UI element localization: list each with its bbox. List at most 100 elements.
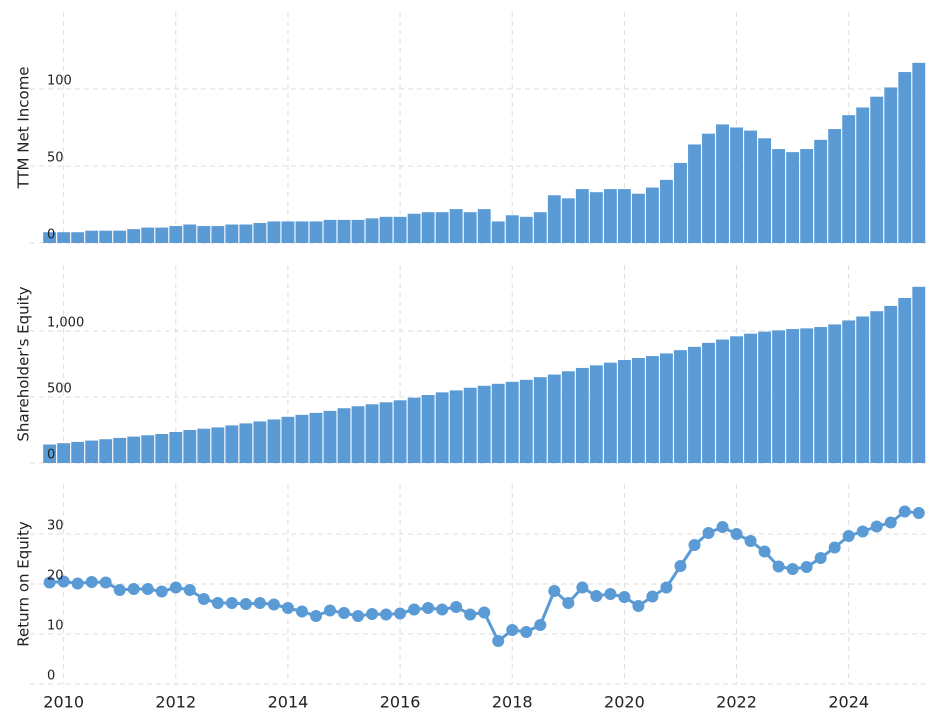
bar xyxy=(870,311,884,463)
point xyxy=(422,602,435,614)
bar xyxy=(99,439,113,463)
point xyxy=(239,598,252,610)
point xyxy=(43,576,56,589)
bar xyxy=(267,419,281,463)
bar xyxy=(169,431,183,463)
y-tick-label: 30 xyxy=(47,519,64,534)
point xyxy=(604,588,617,600)
bar xyxy=(912,62,926,243)
bar xyxy=(716,339,729,463)
bar xyxy=(814,327,828,463)
bar xyxy=(660,353,673,463)
bar xyxy=(702,342,715,463)
bar xyxy=(814,139,828,243)
bar xyxy=(856,107,870,243)
bar xyxy=(449,390,463,463)
bar xyxy=(603,189,617,243)
point xyxy=(338,607,351,619)
bar xyxy=(309,412,323,463)
point xyxy=(590,590,603,602)
bar xyxy=(183,224,197,243)
bar xyxy=(519,216,533,243)
point xyxy=(506,624,519,636)
bar xyxy=(575,367,589,463)
point xyxy=(646,590,659,603)
bar xyxy=(758,331,772,463)
bar xyxy=(435,212,449,243)
bar xyxy=(631,193,645,243)
bar xyxy=(617,360,631,463)
bar xyxy=(730,336,743,463)
point xyxy=(730,528,743,540)
bar xyxy=(155,227,169,243)
bar xyxy=(519,379,533,463)
bar xyxy=(828,324,842,463)
bar xyxy=(505,381,519,463)
bar xyxy=(323,219,337,243)
point xyxy=(912,507,925,519)
point xyxy=(267,598,280,611)
bar xyxy=(547,374,561,463)
bar xyxy=(589,192,603,243)
point xyxy=(380,608,393,621)
bar xyxy=(617,189,631,243)
point xyxy=(688,539,701,551)
bar xyxy=(744,333,758,463)
bar xyxy=(281,416,295,463)
bar xyxy=(561,371,575,463)
bar xyxy=(603,362,617,463)
bar xyxy=(183,430,197,463)
bar xyxy=(337,408,351,463)
point xyxy=(394,607,407,620)
point xyxy=(618,591,631,603)
x-tick-label: 2024 xyxy=(828,693,869,712)
bar xyxy=(225,224,239,243)
bar xyxy=(99,230,113,243)
bar xyxy=(674,162,687,243)
point xyxy=(281,602,294,614)
bar xyxy=(786,329,800,463)
bar xyxy=(435,392,449,463)
bar xyxy=(71,232,85,243)
point xyxy=(85,576,98,588)
bar xyxy=(898,72,912,243)
point xyxy=(870,520,883,533)
bar xyxy=(127,229,141,243)
y-axis-title: TTM Net Income xyxy=(15,66,33,189)
point xyxy=(758,545,771,558)
bar xyxy=(57,443,71,463)
bar xyxy=(43,444,57,463)
bar xyxy=(211,427,225,463)
bar xyxy=(758,138,772,243)
bar xyxy=(239,224,253,243)
bar xyxy=(141,227,155,243)
point xyxy=(534,619,547,631)
bar xyxy=(645,356,659,463)
bar xyxy=(477,385,491,463)
point xyxy=(898,505,911,518)
point xyxy=(576,581,589,594)
bar xyxy=(575,189,589,243)
point xyxy=(716,521,729,533)
x-tick-label: 2016 xyxy=(380,693,421,712)
bar xyxy=(379,402,393,463)
bar xyxy=(421,395,435,463)
point xyxy=(436,603,449,616)
point xyxy=(744,535,757,547)
point xyxy=(324,604,336,617)
bar xyxy=(772,149,786,243)
bar xyxy=(85,440,99,463)
bar xyxy=(365,218,379,243)
bar xyxy=(800,149,814,243)
point xyxy=(492,635,505,647)
point xyxy=(408,603,421,616)
bar xyxy=(85,230,99,243)
bar xyxy=(505,215,519,243)
bar xyxy=(253,421,267,463)
point xyxy=(127,583,140,595)
bar xyxy=(351,219,365,243)
bar xyxy=(533,212,547,243)
point xyxy=(155,585,168,598)
bar xyxy=(898,298,912,463)
y-tick-label: 0 xyxy=(47,669,55,684)
